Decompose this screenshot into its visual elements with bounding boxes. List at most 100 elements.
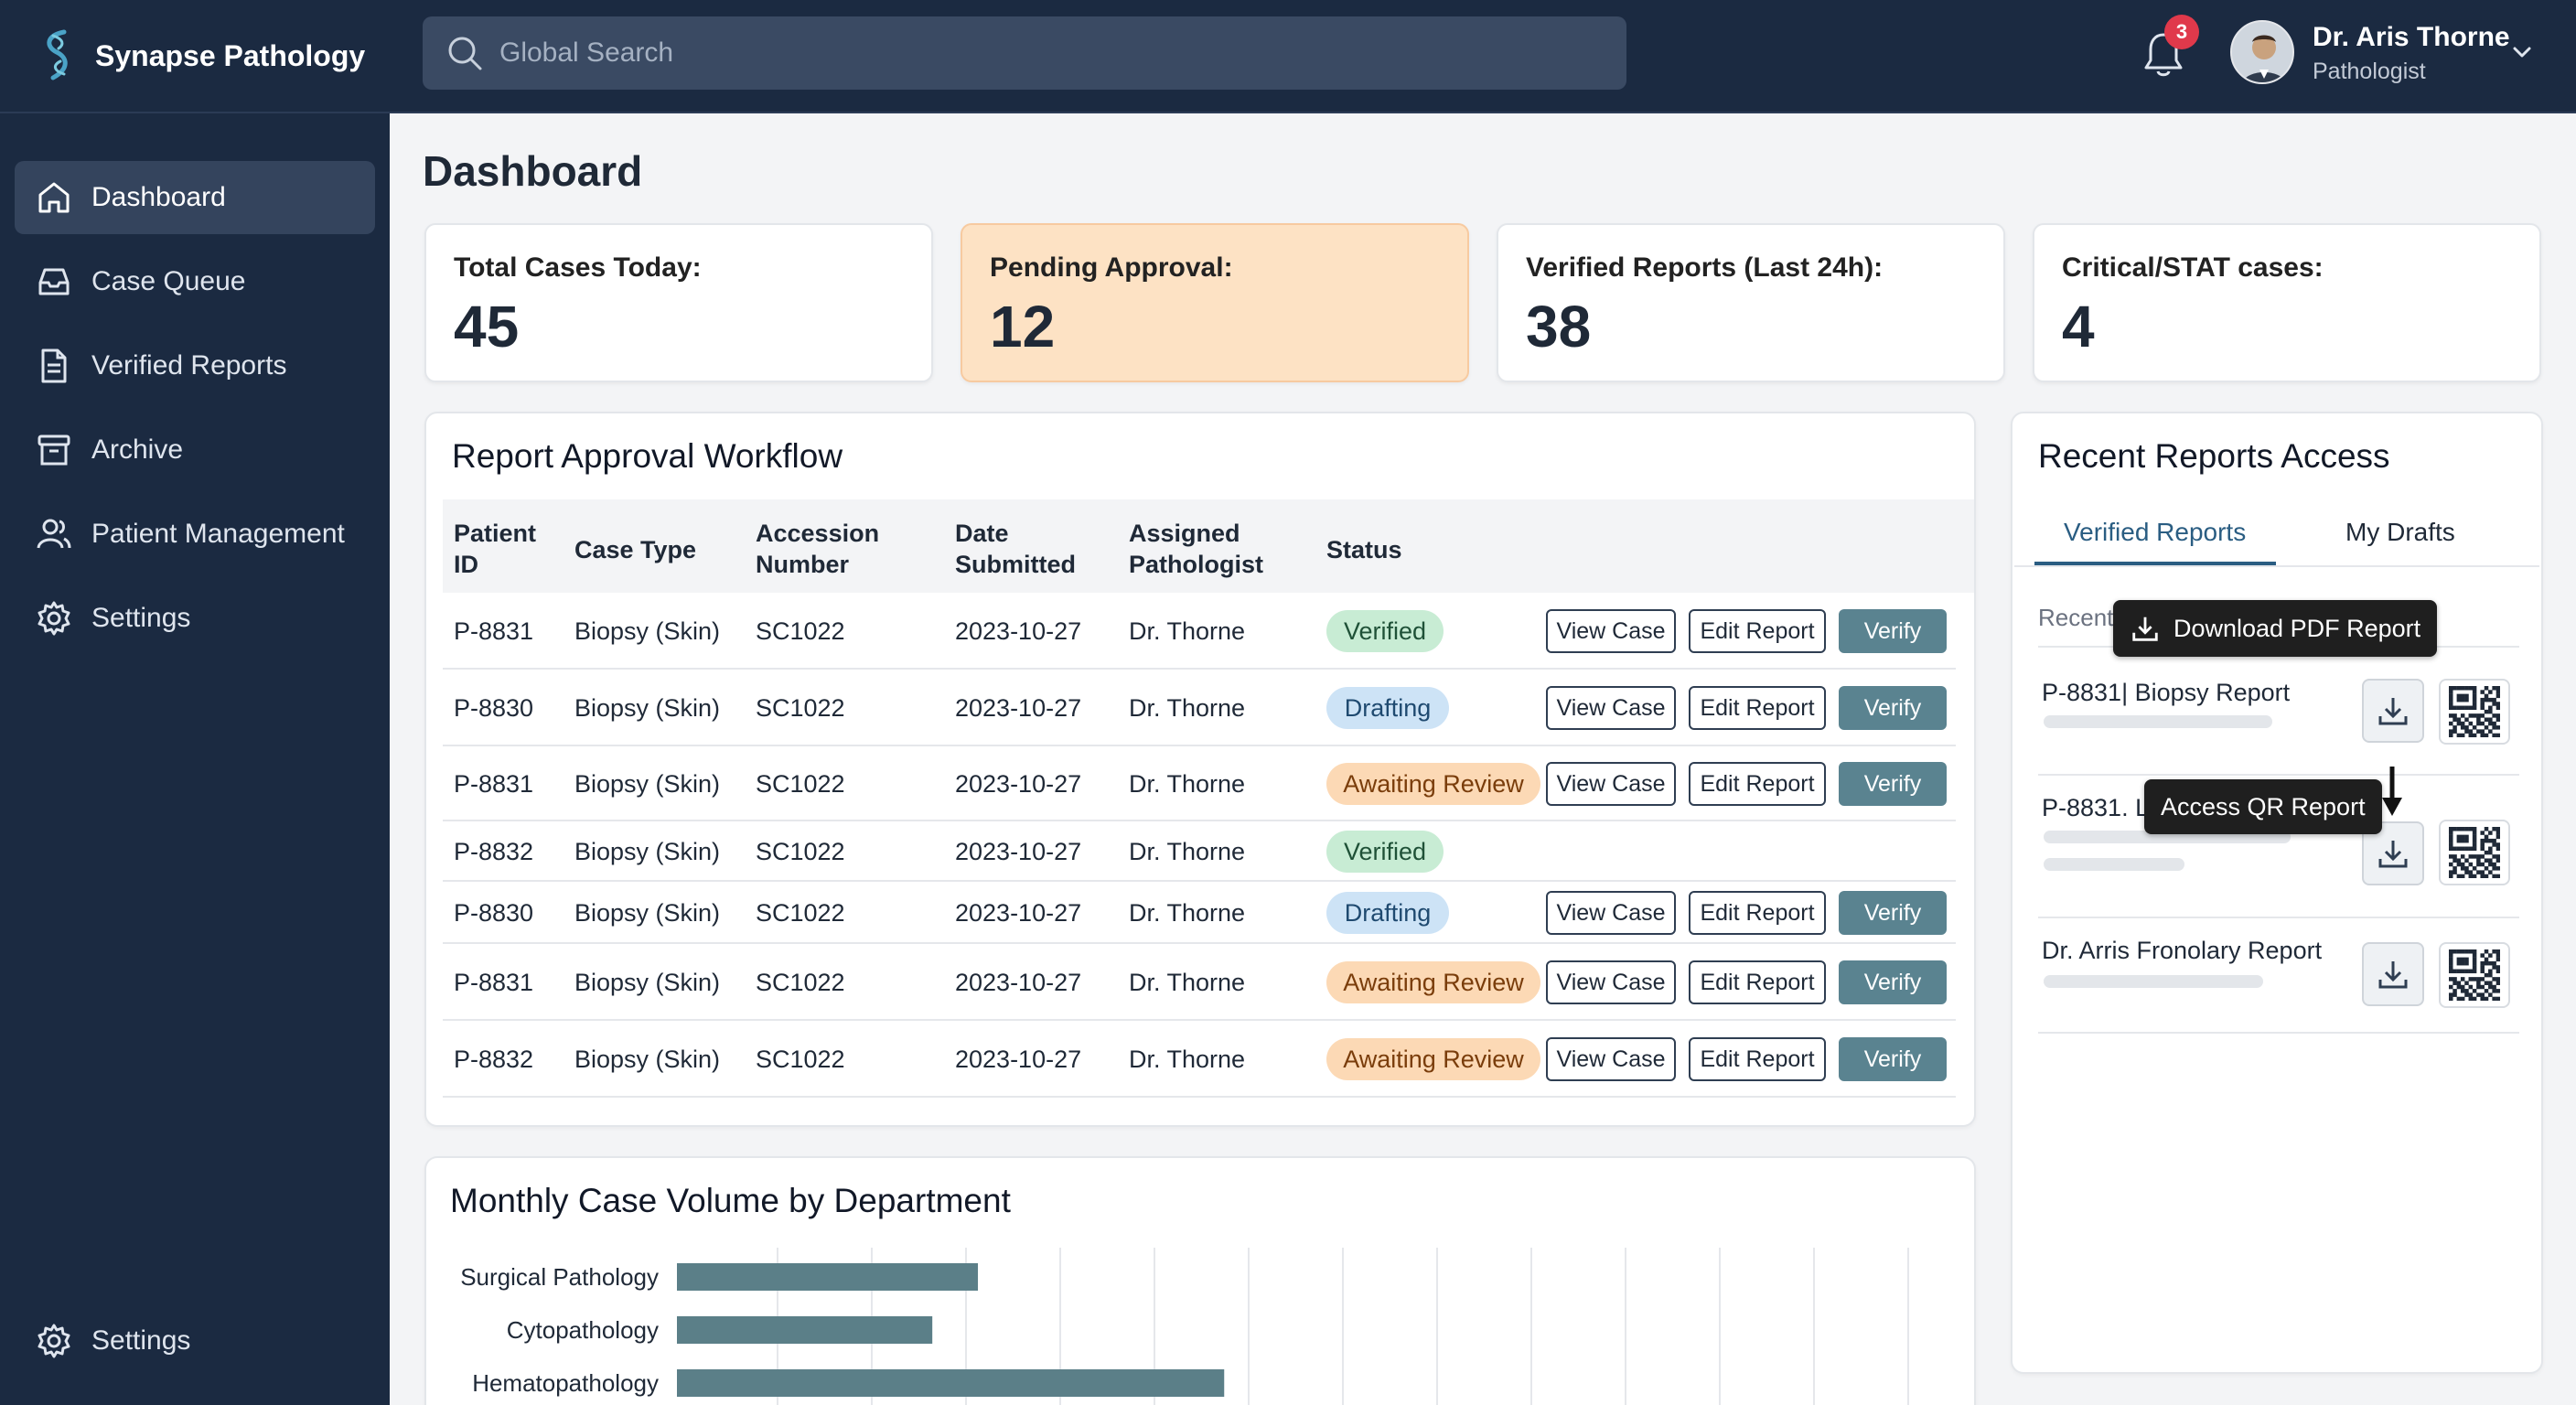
verify-button[interactable]: Verify — [1839, 686, 1947, 730]
status-badge: Verified — [1326, 610, 1444, 652]
sidebar-item-verified-reports[interactable]: Verified Reports — [15, 329, 375, 402]
verify-button[interactable]: Verify — [1839, 762, 1947, 806]
download-pdf-tooltip: Download PDF Report — [2113, 600, 2438, 657]
verify-button[interactable]: Verify — [1839, 891, 1947, 935]
sidebar-item-settings[interactable]: Settings — [15, 582, 375, 655]
avatar[interactable] — [2230, 20, 2294, 84]
view-case-button[interactable]: View Case — [1546, 609, 1676, 653]
edit-report-button[interactable]: Edit Report — [1689, 891, 1826, 935]
view-case-button[interactable]: View Case — [1546, 891, 1676, 935]
tab-active-indicator — [2034, 562, 2276, 565]
cell-pathologist: Dr. Thorne — [1129, 770, 1246, 798]
edit-report-button[interactable]: Edit Report — [1689, 609, 1826, 653]
cell-case-type: Biopsy (Skin) — [574, 694, 721, 722]
archive-icon — [38, 434, 70, 466]
brand[interactable]: Synapse Pathology — [37, 24, 365, 88]
table-row[interactable]: P-8831 Biopsy (Skin) SC1022 2023-10-27 Dr. T… — [443, 746, 1956, 821]
recent-item-title[interactable]: Dr. Arris Fronolary Report — [2042, 937, 2323, 964]
divider — [2038, 1032, 2519, 1034]
sidebar: Dashboard Case Queue Verified Reports Ar… — [0, 113, 390, 1405]
stat-card-critical-cases[interactable]: Critical/STAT cases: 4 — [2033, 223, 2541, 382]
bar-cytopathology[interactable] — [677, 1316, 933, 1344]
cell-case-type: Biopsy (Skin) — [574, 770, 721, 798]
sidebar-footer-settings[interactable]: Settings — [15, 1304, 375, 1378]
cell-date: 2023-10-27 — [955, 1046, 1082, 1073]
sidebar-item-label: Dashboard — [91, 182, 226, 212]
view-case-button[interactable]: View Case — [1546, 762, 1676, 806]
qr-code-icon — [2449, 686, 2500, 737]
stat-value: 12 — [990, 294, 1056, 359]
category-label: Cytopathology — [507, 1316, 659, 1344]
download-icon — [2378, 841, 2408, 868]
stat-card-pending-approval[interactable]: Pending Approval: 12 — [961, 223, 1469, 382]
cell-accession: SC1022 — [756, 969, 845, 996]
cell-date: 2023-10-27 — [955, 617, 1082, 645]
download-icon — [2132, 617, 2158, 641]
recent-item-title[interactable]: P-8831. L — [2042, 794, 2150, 821]
col-status[interactable]: Status — [1326, 536, 1402, 563]
download-button[interactable] — [2362, 942, 2424, 1006]
cell-accession: SC1022 — [756, 694, 845, 722]
verify-button[interactable]: Verify — [1839, 1037, 1947, 1081]
divider — [2038, 774, 2519, 776]
col-patient-id[interactable]: Patient ID — [454, 520, 537, 578]
download-button[interactable] — [2362, 821, 2424, 885]
tab-verified-reports[interactable]: Verified Reports — [2064, 518, 2247, 546]
verify-button[interactable]: Verify — [1839, 609, 1947, 653]
view-case-button[interactable]: View Case — [1546, 686, 1676, 730]
cell-accession: SC1022 — [756, 617, 845, 645]
qr-code-button[interactable] — [2439, 679, 2510, 745]
notification-badge: 3 — [2164, 15, 2199, 49]
recent-item-title[interactable]: P-8831| Biopsy Report — [2042, 679, 2291, 706]
table-row[interactable]: P-8831 Biopsy (Skin) SC1022 2023-10-27 Dr. T… — [443, 593, 1956, 670]
sidebar-item-patient-management[interactable]: Patient Management — [15, 498, 375, 571]
download-button[interactable] — [2362, 679, 2424, 743]
edit-report-button[interactable]: Edit Report — [1689, 960, 1826, 1004]
col-accession[interactable]: Accession Number — [756, 520, 880, 578]
chart-title: Monthly Case Volume by Department — [450, 1182, 1011, 1219]
sidebar-item-dashboard[interactable]: Dashboard — [15, 161, 375, 234]
col-case-type[interactable]: Case Type — [574, 536, 697, 563]
search-input[interactable] — [499, 38, 1597, 69]
col-date-submitted[interactable]: Date Submitted — [955, 520, 1076, 578]
tooltip-text: Download PDF Report — [2174, 614, 2421, 642]
table-row[interactable]: P-8830 Biopsy (Skin) SC1022 2023-10-27 Dr. T… — [443, 882, 1956, 944]
sidebar-item-label: Verified Reports — [91, 350, 287, 381]
bar-surgical-pathology[interactable] — [677, 1263, 979, 1291]
edit-report-button[interactable]: Edit Report — [1689, 1037, 1826, 1081]
cell-accession: SC1022 — [756, 1046, 845, 1073]
qr-code-button[interactable] — [2439, 942, 2510, 1008]
placeholder-line — [2044, 975, 2263, 988]
table-row[interactable]: P-8832 Biopsy (Skin) SC1022 2023-10-27 Dr. T… — [443, 821, 1956, 882]
qr-code-icon — [2449, 827, 2500, 878]
sidebar-item-archive[interactable]: Archive — [15, 413, 375, 487]
view-case-button[interactable]: View Case — [1546, 960, 1676, 1004]
user-name[interactable]: Dr. Aris Thorne — [2313, 22, 2510, 52]
table-row[interactable]: P-8831 Biopsy (Skin) SC1022 2023-10-27 Dr. T… — [443, 944, 1956, 1021]
bar-hematopathology[interactable] — [677, 1369, 1225, 1397]
qr-code-button[interactable] — [2439, 820, 2510, 885]
stat-card-verified-reports[interactable]: Verified Reports (Last 24h): 38 — [1497, 223, 2005, 382]
view-case-button[interactable]: View Case — [1546, 1037, 1676, 1081]
inbox-icon — [38, 268, 70, 295]
stat-card-total-cases[interactable]: Total Cases Today: 45 — [424, 223, 933, 382]
cell-date: 2023-10-27 — [955, 899, 1082, 927]
chevron-down-icon[interactable] — [2508, 38, 2536, 66]
stat-value: 45 — [454, 294, 520, 359]
arrow-down-icon — [2382, 767, 2402, 816]
sidebar-item-case-queue[interactable]: Case Queue — [15, 245, 375, 318]
status-badge: Verified — [1326, 831, 1444, 873]
table-row[interactable]: P-8830 Biopsy (Skin) SC1022 2023-10-27 Dr. T… — [443, 670, 1956, 746]
synapse-logo-icon — [47, 29, 68, 80]
table-row[interactable]: P-8832 Biopsy (Skin) SC1022 2023-10-27 Dr. T… — [443, 1021, 1956, 1098]
verify-button[interactable]: Verify — [1839, 960, 1947, 1004]
user-avatar-icon — [2232, 22, 2292, 82]
global-search[interactable] — [423, 16, 1626, 90]
recent-reports-panel — [2011, 412, 2543, 1374]
tab-my-drafts[interactable]: My Drafts — [2345, 518, 2455, 546]
col-assigned-pathologist[interactable]: Assigned Pathologist — [1129, 520, 1263, 578]
edit-report-button[interactable]: Edit Report — [1689, 762, 1826, 806]
recent-title: Recent Reports Access — [2038, 437, 2390, 475]
cell-case-type: Biopsy (Skin) — [574, 1046, 721, 1073]
edit-report-button[interactable]: Edit Report — [1689, 686, 1826, 730]
